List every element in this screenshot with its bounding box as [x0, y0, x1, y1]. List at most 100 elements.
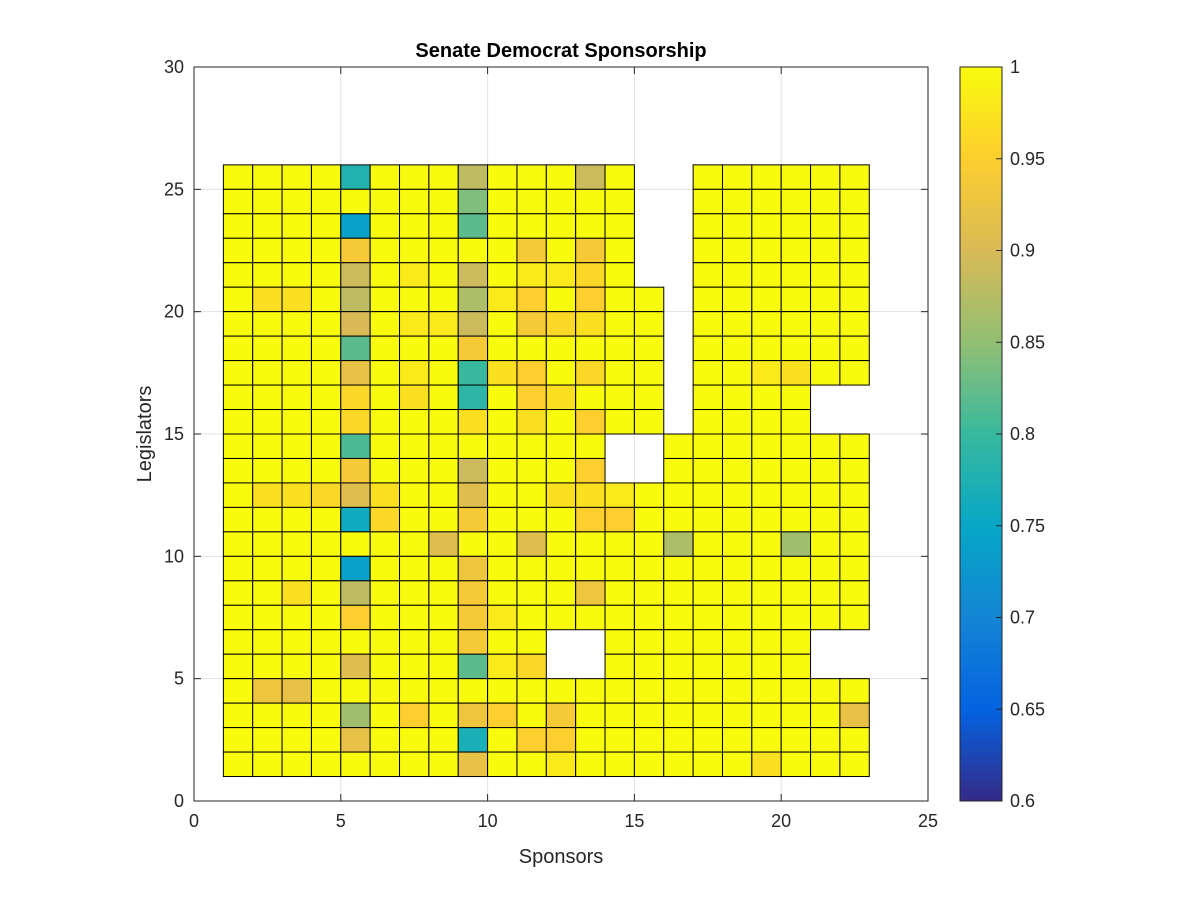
- heatmap-cell: [575, 482, 606, 508]
- heatmap-cell: [281, 237, 312, 264]
- heatmap-cell: [340, 384, 371, 411]
- heatmap-cell: [604, 213, 635, 239]
- heatmap-cell: [810, 360, 841, 386]
- heatmap-cell: [340, 506, 371, 533]
- heatmap-cell: [780, 286, 812, 313]
- heatmap-cell: [369, 653, 401, 680]
- heatmap-cell: [721, 433, 753, 459]
- heatmap-cell: [252, 384, 283, 411]
- heatmap-cell: [252, 262, 283, 288]
- heatmap-cell: [487, 751, 518, 778]
- heatmap-cell: [545, 188, 577, 215]
- heatmap-cell: [252, 433, 283, 459]
- heatmap-cell: [575, 457, 606, 484]
- heatmap-cell: [780, 629, 812, 655]
- heatmap-cell: [633, 604, 665, 631]
- heatmap-cell: [721, 409, 753, 435]
- heatmap-cell: [310, 360, 342, 386]
- heatmap-cell: [545, 727, 577, 753]
- heatmap-cell: [692, 580, 723, 606]
- heatmap-cell: [516, 653, 547, 680]
- heatmap-cell: [575, 604, 606, 631]
- heatmap-cell: [604, 653, 635, 680]
- heatmap-cell: [252, 360, 283, 386]
- heatmap-cell: [222, 286, 254, 313]
- heatmap-cell: [751, 384, 782, 411]
- heatmap-cell: [310, 580, 342, 606]
- heatmap-cell: [810, 213, 841, 239]
- heatmap-cell: [457, 751, 489, 778]
- heatmap-cell: [692, 164, 723, 190]
- heatmap-cell: [340, 311, 371, 337]
- heatmap-cell: [428, 384, 459, 411]
- heatmap-cell: [575, 751, 606, 778]
- heatmap-cell: [751, 433, 782, 459]
- heatmap-cell: [575, 555, 606, 582]
- heatmap-cell: [310, 482, 342, 508]
- heatmap-cell: [633, 555, 665, 582]
- heatmap-cell: [516, 164, 547, 190]
- heatmap-cell: [780, 409, 812, 435]
- heatmap-cell: [780, 604, 812, 631]
- heatmap-cell: [222, 188, 254, 215]
- colorbar-tick-label: 0.9: [1010, 241, 1035, 261]
- heatmap-cell: [428, 409, 459, 435]
- heatmap-cell: [252, 702, 283, 729]
- heatmap-cell: [633, 653, 665, 680]
- heatmap-cell: [428, 360, 459, 386]
- heatmap-cell: [839, 360, 870, 386]
- heatmap-cell: [399, 384, 430, 411]
- heatmap-cell: [721, 457, 753, 484]
- heatmap-cell: [810, 457, 841, 484]
- heatmap-cell: [281, 409, 312, 435]
- heatmap-cell: [222, 237, 254, 264]
- heatmap-cell: [692, 555, 723, 582]
- heatmap-cell: [457, 384, 489, 411]
- heatmap-cell: [780, 237, 812, 264]
- heatmap-cell: [252, 653, 283, 680]
- heatmap-cell: [633, 751, 665, 778]
- heatmap-cell: [721, 555, 753, 582]
- heatmap-cell: [545, 237, 577, 264]
- heatmap-cell: [663, 678, 694, 704]
- heatmap-cell: [604, 604, 635, 631]
- heatmap-cell: [340, 727, 371, 753]
- heatmap-cell: [252, 311, 283, 337]
- heatmap-cell: [839, 702, 870, 729]
- heatmap-cell: [810, 506, 841, 533]
- heatmap-cell: [252, 604, 283, 631]
- heatmap-cell: [751, 629, 782, 655]
- heatmap-cell: [751, 360, 782, 386]
- heatmap-cell: [692, 311, 723, 337]
- heatmap-cell: [810, 262, 841, 288]
- heatmap-cell: [340, 409, 371, 435]
- heatmap-cell: [575, 262, 606, 288]
- heatmap-cell: [545, 286, 577, 313]
- heatmap-cell: [780, 580, 812, 606]
- heatmap-cell: [575, 237, 606, 264]
- heatmap-cell: [575, 335, 606, 362]
- heatmap-cell: [487, 384, 518, 411]
- heatmap-cell: [545, 409, 577, 435]
- heatmap-cell: [457, 433, 489, 459]
- heatmap-cell: [340, 433, 371, 459]
- heatmap-cell: [428, 604, 459, 631]
- heatmap-cell: [487, 409, 518, 435]
- heatmap-cell: [721, 678, 753, 704]
- heatmap-cell: [399, 727, 430, 753]
- heatmap-cell: [399, 457, 430, 484]
- y-tick-label: 20: [164, 302, 184, 322]
- heatmap-cell: [399, 531, 430, 557]
- heatmap-cell: [428, 335, 459, 362]
- heatmap-cell: [751, 604, 782, 631]
- heatmap-cell: [310, 311, 342, 337]
- heatmap-cell: [692, 335, 723, 362]
- heatmap-cell: [545, 604, 577, 631]
- heatmap-cell: [340, 360, 371, 386]
- heatmap-cell: [428, 433, 459, 459]
- heatmap-cell: [457, 213, 489, 239]
- heatmap-cell: [839, 580, 870, 606]
- heatmap-cell: [810, 580, 841, 606]
- heatmap-cell: [457, 531, 489, 557]
- heatmap-cell: [692, 482, 723, 508]
